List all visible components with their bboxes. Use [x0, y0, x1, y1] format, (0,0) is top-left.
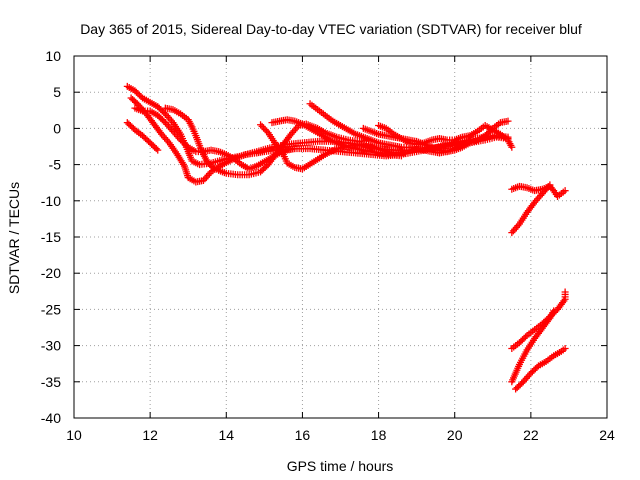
- data-point: [160, 117, 168, 125]
- y-tick-label: 0: [53, 120, 61, 136]
- x-tick-label: 14: [218, 427, 234, 443]
- x-tick-label: 24: [599, 427, 615, 443]
- data-point: [401, 149, 409, 157]
- series-arc-10: [375, 122, 516, 151]
- y-tick-label: 10: [45, 48, 61, 64]
- y-tick-label: 5: [53, 84, 61, 100]
- grid: [74, 56, 607, 418]
- y-axis-label: SDTVAR / TECUs: [6, 182, 22, 294]
- data-point: [260, 124, 268, 132]
- y-tick-label: -30: [41, 338, 61, 354]
- series-arc-8: [268, 116, 405, 160]
- x-tick-label: 10: [66, 427, 82, 443]
- data-point: [291, 145, 299, 153]
- x-tick-label: 16: [295, 427, 311, 443]
- data-point: [561, 344, 569, 352]
- data-points: [123, 82, 569, 393]
- data-point: [258, 122, 266, 130]
- data-point: [504, 117, 512, 125]
- y-tick-label: -15: [41, 229, 61, 245]
- data-point: [518, 379, 526, 387]
- data-point: [508, 143, 516, 151]
- data-point: [263, 127, 271, 135]
- series-arc-12: [508, 181, 554, 237]
- data-point: [160, 108, 168, 116]
- data-point: [397, 152, 405, 160]
- data-point: [154, 146, 162, 154]
- series-arc-14: [508, 307, 558, 386]
- series-arc-6: [257, 121, 409, 173]
- data-point: [561, 288, 569, 296]
- y-tick-label: -25: [41, 301, 61, 317]
- data-point: [561, 187, 569, 195]
- series-arc-4: [123, 119, 162, 154]
- chart-title: Day 365 of 2015, Sidereal Day-to-day VTE…: [80, 21, 582, 37]
- y-tick-label: -10: [41, 193, 61, 209]
- y-tick-label: -40: [41, 410, 61, 426]
- y-tick-label: -35: [41, 374, 61, 390]
- data-point: [546, 181, 554, 189]
- x-tick-label: 22: [523, 427, 539, 443]
- y-tick-label: -20: [41, 265, 61, 281]
- y-tick-label: -5: [49, 157, 62, 173]
- x-tick-label: 20: [447, 427, 463, 443]
- data-point: [261, 126, 269, 134]
- data-point: [152, 145, 160, 153]
- series-arc-15: [512, 344, 569, 393]
- x-tick-label: 12: [142, 427, 158, 443]
- axes: 10 12 14 16 18 20 22 24 10 5 0 -5 -10 -15 -20 -25 -30 -35…: [41, 48, 615, 443]
- data-point: [550, 307, 558, 315]
- data-point: [257, 121, 265, 129]
- x-axis-label: GPS time / hours: [287, 458, 394, 474]
- x-tick-label: 18: [371, 427, 387, 443]
